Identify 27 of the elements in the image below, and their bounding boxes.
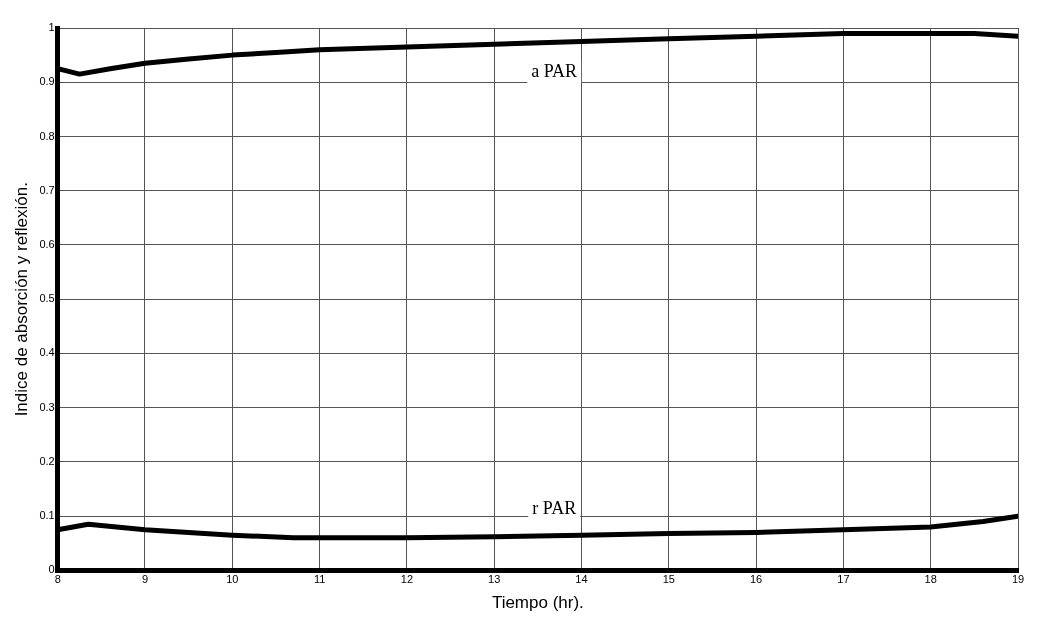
x-tick-label: 18: [924, 573, 937, 586]
x-tick-label: 15: [662, 573, 675, 586]
x-tick-label: 16: [749, 573, 763, 586]
y-tick-label: 0: [48, 563, 55, 576]
x-tick-label: 10: [226, 573, 239, 586]
y-tick-label: 0.1: [39, 509, 55, 522]
x-tick-label: 17: [837, 573, 850, 586]
x-tick-label: 13: [488, 573, 501, 586]
x-tick-label: 19: [1011, 573, 1025, 586]
y-tick-label: 0.9: [39, 75, 55, 88]
y-tick-label: 0.4: [39, 346, 55, 359]
y-tick-label: 0.8: [39, 129, 55, 142]
x-tick-label: 9: [141, 573, 149, 586]
x-axis-title: Tiempo (hr).: [491, 593, 584, 613]
y-tick-label: 0.2: [39, 454, 55, 467]
series-label: r PAR: [532, 497, 577, 518]
series-label: a PAR: [531, 61, 578, 82]
x-tick-label: 14: [575, 573, 588, 586]
y-tick-label: 0.6: [39, 237, 55, 250]
y-tick-label: 0.5: [39, 292, 55, 305]
y-tick-label: 1: [48, 21, 55, 34]
x-tick-label: 8: [54, 573, 61, 586]
y-axis-title: Indice de absorción y reflexión.: [11, 182, 31, 417]
y-tick-label: 0.7: [39, 183, 55, 196]
y-tick-label: 0.3: [39, 400, 55, 413]
x-tick-label: 11: [313, 573, 326, 586]
x-tick-label: 12: [400, 573, 414, 586]
